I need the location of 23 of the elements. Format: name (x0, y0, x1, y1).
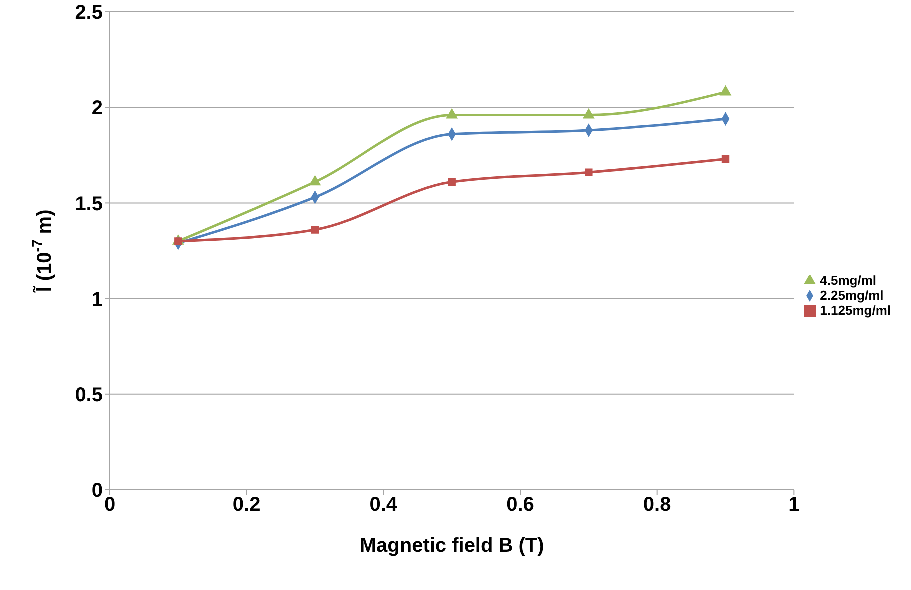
x-tick-label: 0.8 (643, 494, 672, 516)
x-tick-label: 0.2 (232, 494, 261, 516)
legend-label: 1.125mg/ml (820, 302, 891, 318)
point (585, 168, 593, 176)
legend-label: 2.25mg/ml (820, 288, 884, 302)
point (310, 176, 321, 186)
y-tick-label: 2.5 (75, 2, 103, 24)
point (446, 108, 458, 119)
y-tick-label: 1.5 (75, 193, 103, 216)
point (448, 178, 456, 186)
point (722, 155, 730, 164)
x-tick-label: 1 (788, 494, 800, 516)
legend-label: 4.5mg/ml (820, 272, 877, 288)
y-tick-label: 1 (92, 288, 103, 311)
point (720, 86, 732, 96)
point (311, 226, 320, 234)
y-tick-label: 0.5 (75, 384, 103, 406)
y-tick-label: 2 (92, 98, 103, 120)
point (583, 108, 595, 119)
x-axis-title: Magnetic field B (T) (360, 535, 544, 557)
y-tick-label: 0 (92, 480, 103, 502)
x-tick-label: 0.4 (370, 494, 398, 516)
x-tick-label: 0.6 (506, 494, 534, 516)
